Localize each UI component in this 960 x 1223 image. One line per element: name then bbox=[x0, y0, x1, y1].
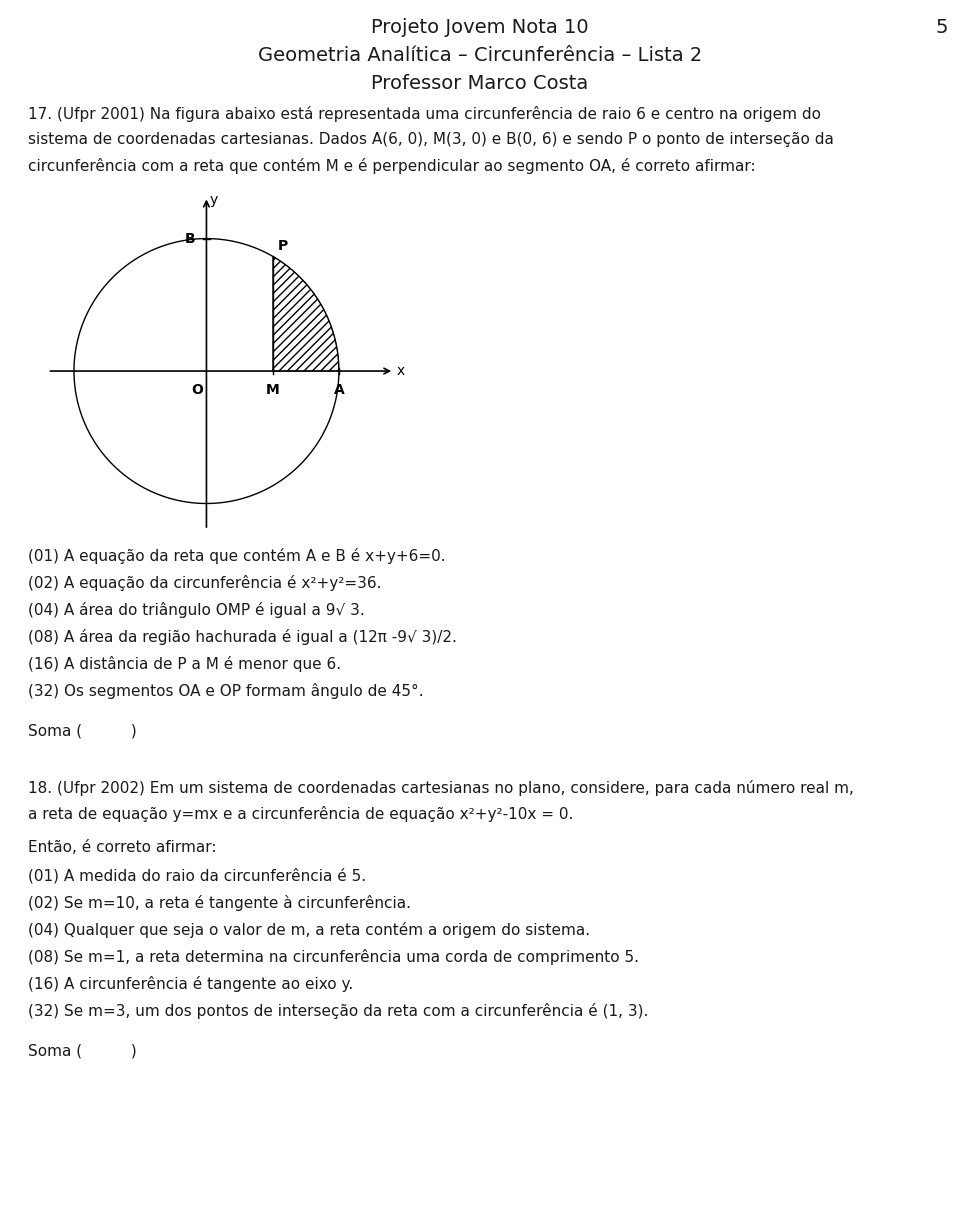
Text: Projeto Jovem Nota 10: Projeto Jovem Nota 10 bbox=[372, 18, 588, 37]
Text: y: y bbox=[209, 193, 218, 208]
Text: (32) Os segmentos OA e OP formam ângulo de 45°.: (32) Os segmentos OA e OP formam ângulo … bbox=[28, 682, 423, 700]
Text: (16) A distância de P a M é menor que 6.: (16) A distância de P a M é menor que 6. bbox=[28, 656, 341, 671]
Text: 5: 5 bbox=[935, 18, 948, 37]
Text: A: A bbox=[333, 383, 345, 397]
Text: Professor Marco Costa: Professor Marco Costa bbox=[372, 75, 588, 93]
Text: B: B bbox=[184, 231, 196, 246]
Text: 17. (Ufpr 2001) Na figura abaixo está representada uma circunferência de raio 6 : 17. (Ufpr 2001) Na figura abaixo está re… bbox=[28, 106, 821, 122]
Text: (16) A circunferência é tangente ao eixo y.: (16) A circunferência é tangente ao eixo… bbox=[28, 976, 353, 992]
Text: P: P bbox=[278, 238, 288, 253]
Text: (08) A área da região hachurada é igual a (12π -9√ 3)/2.: (08) A área da região hachurada é igual … bbox=[28, 629, 457, 645]
Text: (04) A área do triângulo OMP é igual a 9√ 3.: (04) A área do triângulo OMP é igual a 9… bbox=[28, 602, 365, 618]
Text: M: M bbox=[266, 383, 279, 397]
Text: x: x bbox=[396, 364, 404, 378]
Text: a reta de equação y=mx e a circunferência de equação x²+y²-10x = 0.: a reta de equação y=mx e a circunferênci… bbox=[28, 806, 573, 822]
Text: (08) Se m=1, a reta determina na circunferência uma corda de comprimento 5.: (08) Se m=1, a reta determina na circunf… bbox=[28, 949, 639, 965]
Text: circunferência com a reta que contém M e é perpendicular ao segmento OA, é corre: circunferência com a reta que contém M e… bbox=[28, 158, 756, 174]
Text: sistema de coordenadas cartesianas. Dados A(6, 0), M(3, 0) e B(0, 6) e sendo P o: sistema de coordenadas cartesianas. Dado… bbox=[28, 132, 834, 147]
Text: (04) Qualquer que seja o valor de m, a reta contém a origem do sistema.: (04) Qualquer que seja o valor de m, a r… bbox=[28, 922, 590, 938]
Text: (01) A equação da reta que contém A e B é x+y+6=0.: (01) A equação da reta que contém A e B … bbox=[28, 548, 445, 564]
Text: Então, é correto afirmar:: Então, é correto afirmar: bbox=[28, 840, 217, 855]
Text: O: O bbox=[192, 383, 204, 397]
Text: Geometria Analítica – Circunferência – Lista 2: Geometria Analítica – Circunferência – L… bbox=[258, 46, 702, 65]
Text: (02) A equação da circunferência é x²+y²=36.: (02) A equação da circunferência é x²+y²… bbox=[28, 575, 381, 591]
Text: Soma (          ): Soma ( ) bbox=[28, 1044, 136, 1059]
Text: (32) Se m=3, um dos pontos de interseção da reta com a circunferência é (1, 3).: (32) Se m=3, um dos pontos de interseção… bbox=[28, 1003, 648, 1019]
Text: (01) A medida do raio da circunferência é 5.: (01) A medida do raio da circunferência … bbox=[28, 868, 366, 883]
Text: 18. (Ufpr 2002) Em um sistema de coordenadas cartesianas no plano, considere, pa: 18. (Ufpr 2002) Em um sistema de coorden… bbox=[28, 780, 853, 796]
Text: Soma (          ): Soma ( ) bbox=[28, 724, 136, 739]
Text: (02) Se m=10, a reta é tangente à circunferência.: (02) Se m=10, a reta é tangente à circun… bbox=[28, 895, 411, 911]
